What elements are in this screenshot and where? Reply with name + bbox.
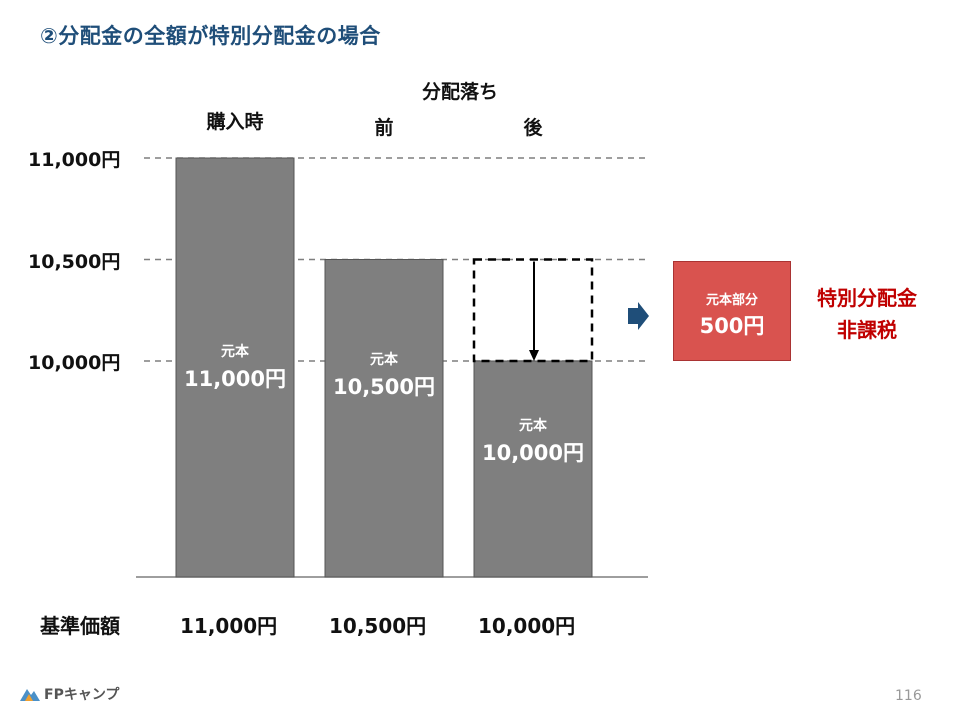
- y-tick-label: 10,000円: [28, 352, 121, 374]
- bar-label-principal: 元本: [519, 417, 547, 434]
- bar-label-amount: 10,000円: [481, 440, 585, 465]
- bar-data-label: 元本 10,000円: [474, 415, 592, 467]
- bar-label-principal: 元本: [221, 344, 249, 360]
- header-after: 後: [523, 117, 543, 139]
- header-before: 前: [374, 117, 394, 139]
- base-price-label: 基準価額: [40, 614, 120, 638]
- page-number: 116: [895, 688, 922, 704]
- principal-portion-box: 元本部分 500円: [673, 261, 791, 361]
- base-price-value-1: 11,000円: [180, 614, 278, 638]
- logo-text: FPキャンプ: [44, 687, 120, 703]
- down-arrow-head: [529, 350, 539, 361]
- mountain-icon: [20, 689, 40, 701]
- page-title: ②分配金の全額が特別分配金の場合: [40, 24, 381, 48]
- principal-portion-label: 元本部分: [705, 293, 758, 308]
- bar-data-label: 元本 10,500円: [325, 349, 443, 401]
- header-distribution: 分配落ち: [421, 81, 498, 103]
- tax-exempt-text: 非課税: [837, 318, 897, 342]
- bar: [473, 360, 593, 578]
- bar-label-amount: 10,500円: [332, 374, 436, 399]
- removed-segment-box: [472, 258, 594, 363]
- right-arrow-icon: [628, 302, 649, 330]
- header-purchase: 購入時: [206, 111, 264, 133]
- bar: [324, 259, 444, 578]
- y-tick-label: 11,000円: [28, 149, 121, 171]
- bar: [175, 157, 295, 578]
- special-distribution-text: 特別分配金: [817, 286, 917, 310]
- y-tick-label: 10,500円: [28, 250, 121, 273]
- bar-data-label: 元本 11,000円: [176, 341, 294, 393]
- base-price-value-2: 10,500円: [329, 614, 427, 638]
- fp-camp-logo: FPキャンプ: [20, 684, 119, 704]
- bar-label-amount: 11,000円: [183, 367, 287, 391]
- bar-label-principal: 元本: [370, 351, 398, 368]
- base-price-value-3: 10,000円: [478, 614, 576, 638]
- principal-portion-amount: 500円: [699, 314, 765, 338]
